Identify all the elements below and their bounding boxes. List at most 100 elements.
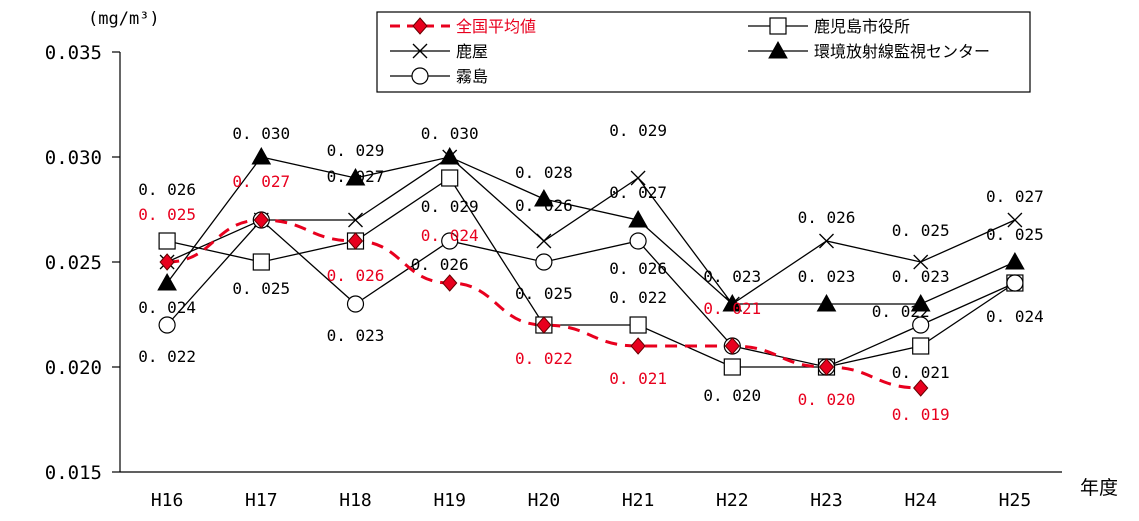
data-label: 0. 025	[138, 205, 196, 224]
data-label: 0. 022	[872, 302, 930, 321]
marker-square	[912, 337, 930, 355]
marker-square	[252, 253, 270, 271]
x-tick-label: H20	[528, 490, 561, 511]
data-label: 0. 026	[798, 208, 856, 227]
data-label: 0. 020	[703, 386, 761, 405]
data-labels: 0. 025 0. 027 0. 026 0. 024 0. 022 0. 021 0. 0…	[138, 121, 1044, 424]
marker-square	[723, 358, 741, 376]
legend-label: 霧島	[456, 67, 488, 86]
data-label: 0. 027	[232, 172, 290, 191]
marker-square	[629, 316, 647, 334]
data-label: 0. 023	[327, 326, 385, 345]
data-label: 0. 025	[892, 221, 950, 240]
marker-x	[348, 212, 363, 228]
marker-x	[630, 170, 646, 186]
marker-circle	[1006, 274, 1024, 292]
data-label: 0. 027	[327, 167, 385, 186]
marker-square	[769, 17, 787, 35]
marker-triangle	[722, 293, 743, 312]
marker-circle	[411, 67, 429, 85]
data-label: 0. 021	[703, 299, 761, 318]
data-label: 0. 020	[798, 390, 856, 409]
marker-circle	[158, 316, 176, 334]
marker-triangle	[157, 272, 177, 291]
marker-circle	[441, 232, 459, 250]
x-axis-unit: 年度	[1080, 477, 1118, 499]
series-line-3	[166, 156, 1016, 305]
series-markers	[157, 146, 1025, 397]
data-label: 0. 019	[892, 405, 950, 424]
marker-circle	[535, 253, 553, 271]
x-tick-label: H17	[245, 490, 278, 511]
data-label: 0. 024	[138, 298, 196, 317]
marker-circle	[346, 295, 365, 313]
marker-diamond	[159, 253, 175, 271]
data-label: 0. 024	[421, 226, 479, 245]
marker-diamond	[630, 337, 646, 355]
marker-diamond	[913, 379, 929, 397]
data-label: 0. 027	[986, 187, 1044, 206]
marker-triangle	[768, 40, 788, 59]
marker-x	[536, 233, 552, 249]
marker-diamond	[442, 274, 458, 292]
marker-diamond	[536, 316, 552, 334]
series-line-4	[166, 219, 1016, 368]
marker-square	[158, 232, 176, 250]
data-label: 0. 023	[892, 267, 950, 286]
data-label: 0. 024	[986, 307, 1044, 326]
x-tick-label: H22	[716, 490, 749, 511]
marker-x-stroke	[913, 254, 929, 270]
marker-diamond	[724, 337, 740, 355]
marker-x-stroke	[536, 233, 552, 249]
data-label: 0. 025	[515, 284, 573, 303]
marker-square	[441, 169, 459, 187]
y-tick-label: 0.015	[45, 462, 102, 484]
x-tick-label: H16	[151, 490, 184, 511]
x-tick-label: H21	[622, 490, 655, 511]
data-label: 0. 029	[327, 141, 385, 160]
legend-label: 鹿児島市役所	[814, 17, 910, 36]
marker-triangle	[345, 167, 366, 186]
marker-x-stroke	[1007, 212, 1023, 228]
data-label: 0. 022	[138, 347, 196, 366]
marker-x	[1007, 212, 1023, 228]
marker-triangle	[1005, 251, 1025, 270]
legend-label: 全国平均値	[456, 17, 536, 36]
marker-triangle	[816, 293, 837, 312]
data-label: 0. 029	[421, 197, 479, 216]
data-label: 0. 028	[515, 163, 573, 182]
y-tick-label: 0.025	[45, 252, 102, 274]
data-label: 0. 029	[609, 121, 667, 140]
x-tick-label: H18	[339, 490, 372, 511]
x-tick-label: H23	[810, 490, 843, 511]
data-label: 0. 025	[986, 225, 1044, 244]
data-label: 0. 021	[892, 363, 950, 382]
legend-label: 環境放射線監視センター	[814, 42, 990, 61]
marker-x-stroke	[412, 43, 428, 59]
marker-x	[819, 233, 834, 249]
data-label: 0. 023	[703, 267, 761, 286]
marker-diamond	[253, 211, 269, 229]
marker-triangle	[534, 188, 554, 207]
y-tick-label: 0.035	[45, 42, 102, 64]
legend-label: 鹿屋	[456, 42, 488, 61]
marker-x-stroke	[348, 212, 363, 228]
marker-triangle	[439, 146, 460, 165]
data-label: 0. 022	[609, 288, 667, 307]
data-label: 0. 023	[798, 267, 856, 286]
x-tick-label: H19	[433, 490, 466, 511]
marker-x	[913, 254, 929, 270]
axes: 0.015 0.020 0.025 0.030 0.035 H16 H17 H18 H19 H20…	[45, 42, 1062, 511]
data-label: 0. 030	[232, 124, 290, 143]
marker-diamond	[347, 232, 364, 250]
data-label: 0. 026	[609, 259, 667, 278]
legend-box	[376, 11, 1031, 93]
series-line-1	[166, 177, 1016, 368]
series-line-2	[166, 156, 1016, 305]
data-label: 0. 030	[421, 124, 479, 143]
data-label: 0. 026	[138, 180, 196, 199]
marker-diamond	[818, 358, 835, 376]
y-tick-label: 0.020	[45, 357, 102, 379]
